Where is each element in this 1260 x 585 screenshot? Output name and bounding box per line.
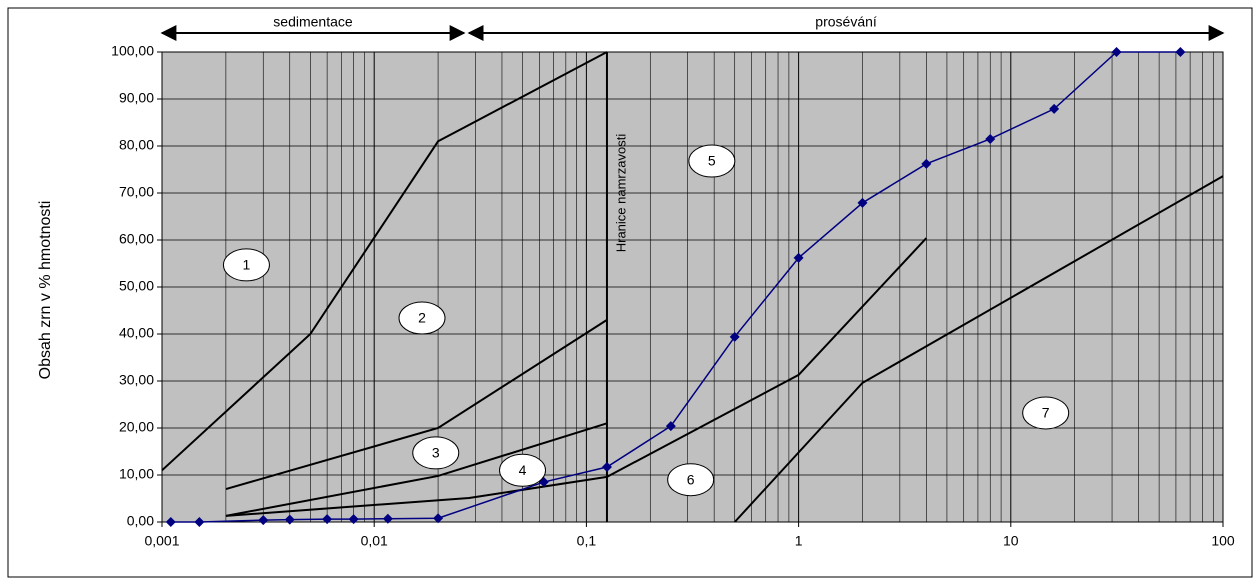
data-point [921,158,932,169]
zone-ellipse [222,248,270,282]
y-tick-label: 50,00 [119,278,154,294]
y-tick-label: 60,00 [119,231,154,247]
data-point [985,133,996,144]
y-tick-label: 70,00 [119,184,154,200]
boundary-line [225,319,608,491]
region-label: prosévání [815,14,877,30]
x-tick-label: 100 [1211,533,1235,549]
data-point [165,517,176,527]
boundary-line [161,51,608,472]
data-point [1049,103,1060,114]
zone-label: 6 [687,471,695,487]
data-point [729,331,740,342]
zone-ellipse [1022,396,1070,430]
y-tick-label: 90,00 [119,90,154,106]
boundary-line [606,237,928,478]
data-point [284,514,295,525]
y-tick-label: 40,00 [119,325,154,341]
y-tick-label: 100,00 [111,43,154,59]
data-point [348,514,359,525]
zone-label: 1 [243,257,251,273]
x-tick-label: 0,01 [361,533,388,549]
zone-label: 3 [432,445,440,461]
zone-label: 5 [708,153,716,169]
data-point [601,462,612,473]
data-point [793,252,804,263]
y-tick-label: 80,00 [119,137,154,153]
data-point [665,421,676,432]
zone-ellipse [688,144,736,178]
data-point [433,513,444,524]
zone-label: 7 [1042,405,1050,421]
data-point [194,517,205,527]
y-tick-label: 10,00 [119,466,154,482]
data-point [258,515,269,526]
x-tick-label: 0,1 [577,533,597,549]
data-point [857,197,868,208]
data-point [382,513,393,524]
y-axis-title: Obsah zrn v % hmotnosti [37,201,54,380]
x-tick-label: 0,001 [144,533,179,549]
data-point [1175,47,1186,57]
boundary-line [225,475,608,517]
x-tick-label: 10 [1003,533,1019,549]
y-tick-label: 20,00 [119,419,154,435]
boundary-line [733,175,1224,523]
y-tick-label: 30,00 [119,372,154,388]
data-point [1111,47,1122,57]
zone-label: 2 [418,310,426,326]
zone-ellipse [398,301,446,335]
zone-ellipse [499,453,547,487]
boundary-line [225,422,608,517]
data-point [322,514,333,525]
region-label: sedimentace [273,14,353,30]
zone-ellipse [667,463,715,497]
zone-ellipse [412,436,460,470]
y-tick-label: 0,00 [127,513,154,529]
x-tick-label: 1 [795,533,803,549]
zone-label: 4 [519,462,527,478]
boundary-label: Hranice namrzavosti [613,134,628,253]
